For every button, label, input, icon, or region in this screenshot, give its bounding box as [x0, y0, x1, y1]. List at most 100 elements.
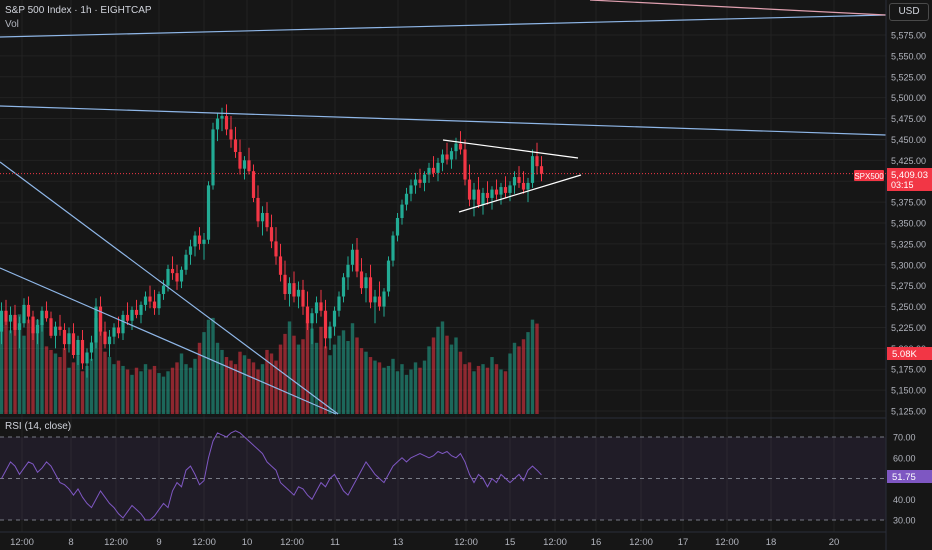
triangle-lower-line[interactable]: [458, 174, 582, 213]
volume-bar: [130, 374, 134, 414]
time-tick-label: 12:00: [104, 537, 128, 548]
candle-body: [152, 301, 157, 309]
descending-trendline-upper[interactable]: [0, 161, 339, 415]
volume-bar: [22, 335, 26, 414]
price-tick-label: 5,350.00: [891, 219, 926, 229]
candle-body: [449, 151, 454, 160]
volume-bar: [4, 321, 8, 414]
volume-bar: [373, 360, 377, 414]
volume-bar: [67, 367, 71, 414]
candle-body: [359, 271, 364, 289]
candle-body: [503, 187, 508, 193]
volume-bar: [134, 367, 139, 414]
time-tick-label: 10: [242, 537, 253, 548]
volume-indicator-label[interactable]: Vol: [5, 19, 19, 30]
volume-bar: [490, 357, 494, 414]
triangle-upper-line[interactable]: [442, 139, 579, 159]
resistance-line[interactable]: [0, 105, 887, 136]
time-tick-label: 12:00: [280, 537, 304, 548]
candle-body: [148, 296, 152, 302]
candle-body: [535, 156, 539, 167]
volume-bar: [247, 358, 251, 414]
descending-trendline-lower[interactable]: [0, 267, 337, 415]
price-badge-countdown: 03:15: [891, 180, 914, 190]
candle-body: [49, 318, 53, 336]
volume-bar: [287, 321, 292, 414]
candle-body: [215, 118, 220, 130]
candle-body: [409, 185, 413, 194]
volume-bar: [85, 365, 89, 414]
price-tick-label: 5,175.00: [891, 365, 926, 375]
volume-bar: [332, 344, 337, 414]
volume-bar: [242, 355, 247, 414]
candle-body: [260, 212, 265, 222]
volume-bar: [292, 335, 296, 414]
price-candles[interactable]: [0, 104, 544, 378]
volume-bar: [512, 342, 517, 414]
candle-body: [175, 273, 179, 282]
time-tick-label: 16: [591, 537, 602, 548]
candle-body: [341, 277, 346, 297]
volume-bar: [530, 319, 535, 414]
candle-body: [80, 339, 85, 364]
pink-trendline[interactable]: [589, 0, 887, 16]
volume-bar: [80, 371, 85, 414]
candle-body: [445, 154, 449, 160]
price-tick-label: 5,575.00: [891, 31, 926, 41]
candle-body: [328, 326, 332, 339]
volume-badge-value: 5.08K: [892, 349, 917, 360]
candle-body: [229, 129, 233, 140]
currency-button[interactable]: USD: [889, 3, 929, 21]
candle-body: [413, 179, 418, 186]
candle-body: [382, 291, 386, 307]
volume-bar: [179, 353, 184, 414]
candle-body: [233, 139, 238, 152]
volume-badge-bg: [887, 347, 932, 360]
trendline-drawings[interactable]: [0, 0, 887, 415]
candle-body: [269, 227, 274, 242]
volume-bar: [386, 365, 391, 414]
volume-bar: [368, 357, 373, 414]
candle-body: [521, 182, 526, 190]
volume-bar: [31, 326, 35, 414]
symbol-title[interactable]: S&P 500 Index · 1h · EIGHTCAP: [5, 5, 152, 16]
candle-body: [202, 239, 206, 244]
volume-bar: [143, 364, 148, 414]
candle-body: [404, 193, 409, 205]
candle-body: [125, 314, 130, 321]
volume-bar: [328, 355, 332, 414]
candle-body: [197, 235, 202, 244]
volume-bar: [121, 365, 125, 414]
volume-bar: [197, 342, 202, 414]
candle-body: [539, 166, 544, 174]
volume-bar: [301, 339, 305, 414]
volume-bar: [314, 342, 319, 414]
candle-body: [350, 249, 355, 265]
upper-channel-line[interactable]: [0, 14, 887, 38]
price-tick-label: 5,150.00: [891, 386, 926, 396]
volume-bars: [0, 312, 539, 414]
volume-bar: [427, 346, 431, 414]
candle-body: [512, 177, 517, 186]
candle-body: [251, 171, 256, 198]
price-tick-label: 5,525.00: [891, 72, 926, 82]
candle-body: [499, 187, 503, 195]
volume-bar: [211, 317, 215, 414]
volume-bar: [346, 341, 350, 414]
candle-body: [157, 294, 161, 309]
volume-bar: [472, 371, 476, 414]
rsi-indicator-label[interactable]: RSI (14, close): [5, 421, 72, 432]
volume-bar: [341, 330, 346, 414]
volume-bar: [454, 337, 458, 414]
volume-bar: [44, 346, 49, 414]
volume-bar: [229, 360, 233, 414]
volume-bar: [107, 357, 112, 414]
price-tick-label: 5,550.00: [891, 51, 926, 61]
candle-body: [332, 310, 337, 327]
volume-bar: [112, 364, 116, 414]
candle-body: [278, 256, 283, 275]
candle-body: [193, 235, 197, 247]
candle-body: [220, 116, 224, 119]
candle-body: [62, 329, 67, 345]
